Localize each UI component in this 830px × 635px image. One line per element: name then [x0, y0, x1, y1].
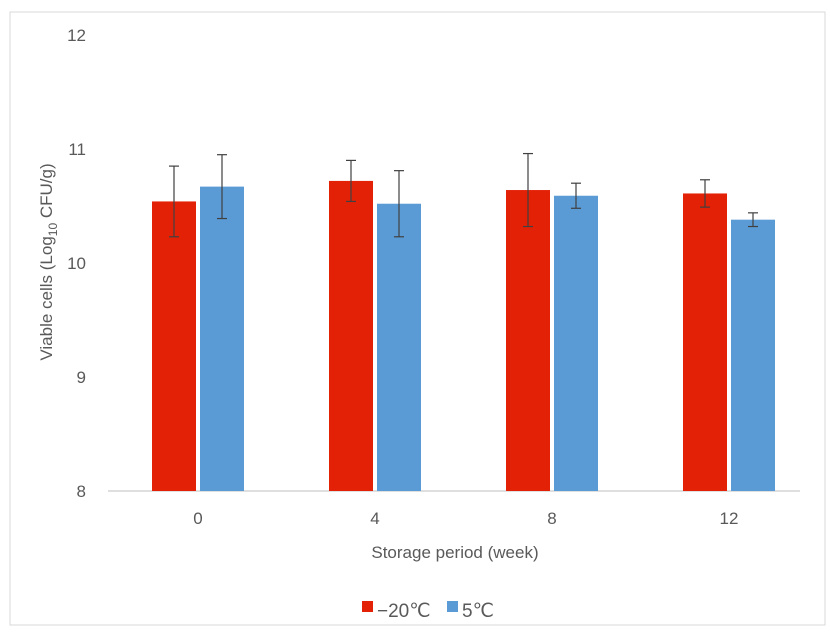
bar	[377, 203, 421, 491]
legend-swatch	[362, 601, 373, 612]
y-tick-label: 11	[68, 140, 86, 159]
bar	[152, 201, 196, 491]
x-tick-label: 8	[547, 509, 556, 528]
legend: −20℃ 5℃	[362, 601, 494, 622]
y-tick-label: 10	[67, 254, 86, 273]
bar	[554, 195, 598, 492]
y-tick-label: 12	[67, 26, 86, 45]
x-tick-label: 12	[720, 509, 739, 528]
bar	[683, 193, 727, 491]
y-tick-label: 9	[77, 368, 86, 387]
bar	[200, 186, 244, 491]
y-axis: 8 9 10 11 12	[67, 26, 86, 501]
y-axis-label: Viable cells (Log10 CFU/g)	[37, 163, 60, 360]
y-axis-label-prefix: Viable cells (Log	[37, 236, 56, 360]
y-axis-label-subscript: 10	[46, 223, 60, 237]
bar	[329, 180, 373, 492]
bar	[506, 190, 550, 492]
bars-group	[152, 152, 775, 492]
x-tick-label: 4	[370, 509, 379, 528]
y-tick-label: 8	[77, 482, 86, 501]
y-axis-label-suffix: CFU/g)	[37, 163, 56, 223]
x-axis-label: Storage period (week)	[371, 543, 538, 562]
x-axis: 0 4 8 12	[193, 509, 738, 528]
legend-label: 5℃	[462, 601, 494, 622]
x-tick-label: 0	[193, 509, 202, 528]
legend-label: −20℃	[377, 601, 431, 622]
bar	[731, 219, 775, 491]
legend-swatch	[447, 601, 458, 612]
